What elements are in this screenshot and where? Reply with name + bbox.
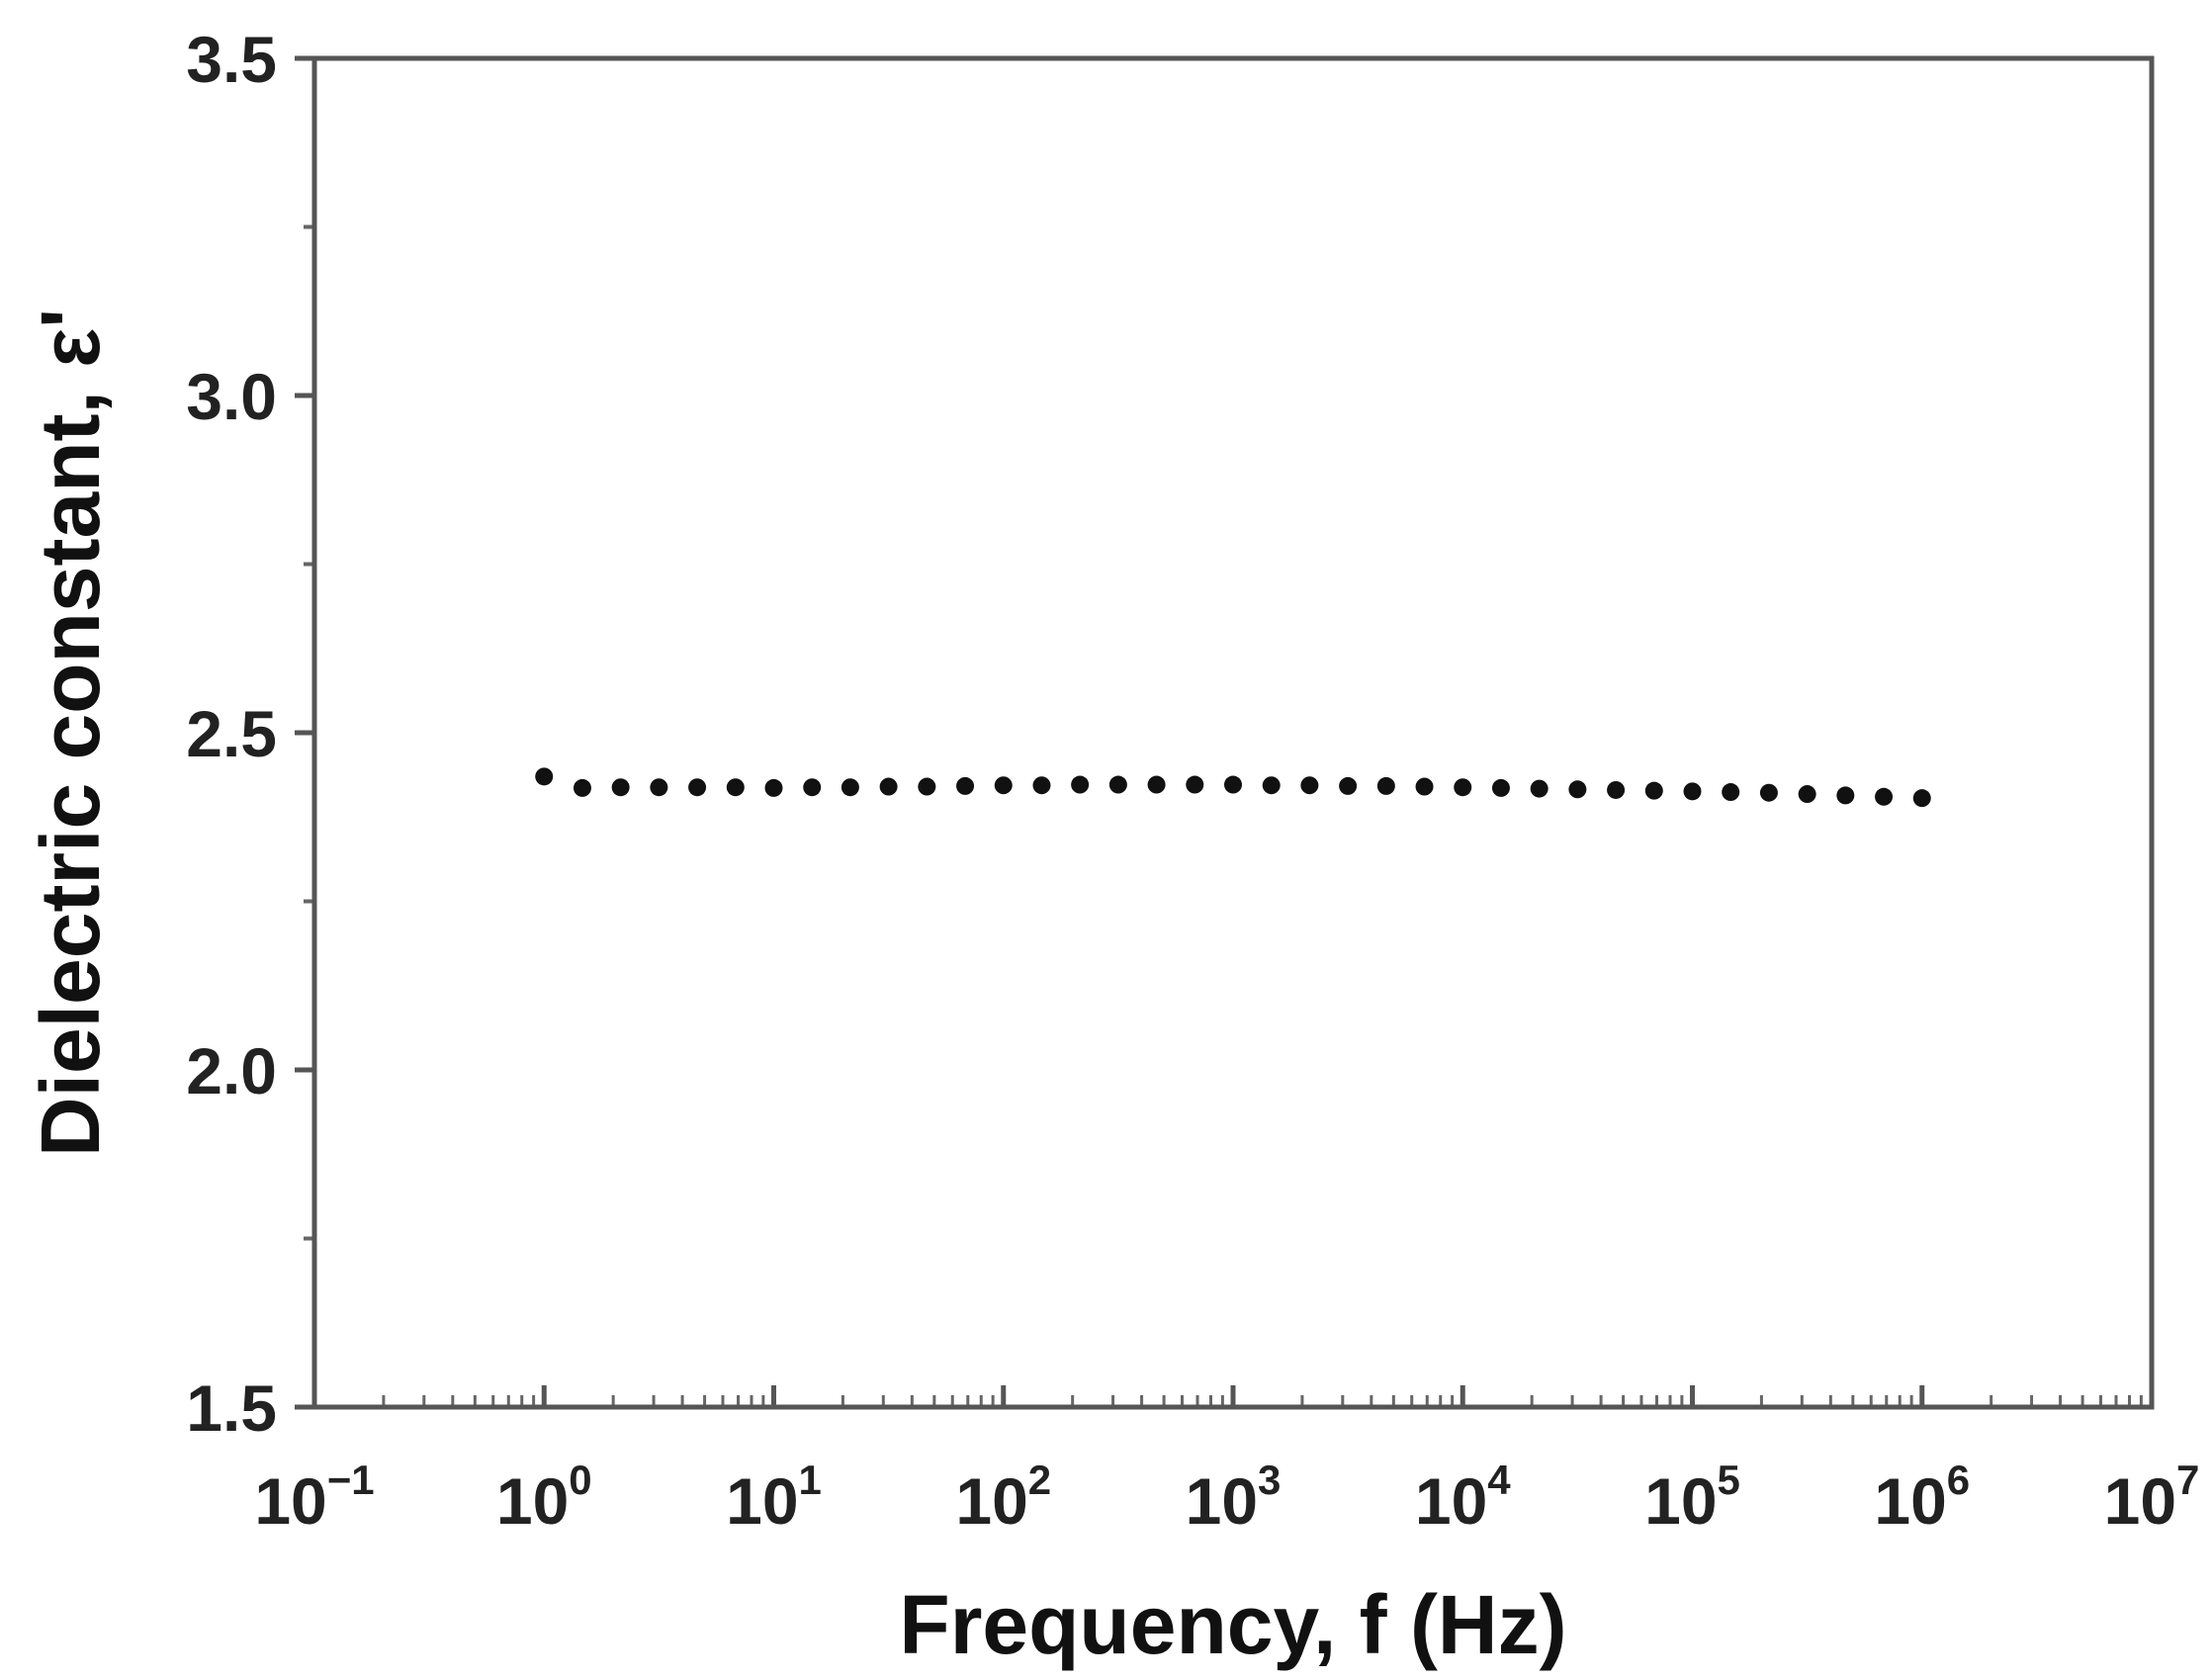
x-axis-title: Frequency, f (Hz) — [899, 1578, 1566, 1671]
data-point — [918, 777, 936, 796]
data-point — [1722, 783, 1740, 802]
plot-frame — [311, 55, 2155, 1410]
data-point — [1376, 776, 1395, 795]
x-tick-label: 10−1 — [254, 1457, 374, 1538]
x-tick-label: 105 — [1644, 1457, 1740, 1538]
data-point — [1339, 776, 1358, 795]
data-point — [1186, 775, 1204, 794]
data-point — [1568, 780, 1587, 799]
data-point — [1607, 780, 1626, 799]
data-point — [1108, 775, 1127, 794]
data-point — [1300, 776, 1319, 795]
x-tick-label: 106 — [1874, 1457, 1970, 1538]
data-point — [573, 778, 591, 797]
data-point — [803, 778, 822, 797]
x-tick-label: 101 — [726, 1457, 822, 1538]
y-tick-label: 3.5 — [186, 23, 277, 96]
data-point — [764, 778, 783, 797]
data-point — [535, 767, 554, 786]
data-point — [1683, 782, 1702, 801]
data-point — [611, 778, 630, 797]
y-axis-tick-labels: 1.5 2.0 2.5 3.0 3.5 — [186, 23, 277, 1445]
data-point — [650, 778, 668, 797]
data-point — [1836, 786, 1855, 805]
data-point — [1530, 779, 1548, 798]
x-tick-label: 103 — [1186, 1457, 1282, 1538]
data-point — [1912, 789, 1931, 808]
x-axis-tick-labels: 10−1 100 101 102 103 104 105 106 107 — [254, 1457, 2199, 1538]
y-tick-label: 3.0 — [186, 360, 277, 433]
data-point — [1798, 785, 1816, 804]
x-axis-ticks — [311, 1385, 2155, 1407]
x-tick-label: 102 — [955, 1457, 1051, 1538]
data-point — [726, 778, 745, 797]
data-point — [1759, 783, 1778, 802]
data-point — [688, 778, 707, 797]
data-point — [956, 776, 975, 795]
data-point — [1491, 778, 1510, 797]
data-point — [1644, 781, 1663, 800]
data-point — [1262, 776, 1281, 795]
data-point — [841, 778, 859, 797]
y-tick-label: 1.5 — [186, 1371, 277, 1445]
data-points — [535, 767, 1931, 808]
data-point — [1032, 776, 1051, 795]
data-point — [1875, 787, 1894, 806]
y-axis-title: Dielectric constant, ε' — [24, 309, 117, 1157]
data-point — [1071, 775, 1090, 794]
data-point — [1224, 775, 1242, 794]
x-tick-label: 107 — [2104, 1457, 2200, 1538]
y-tick-label: 2.5 — [186, 697, 277, 770]
data-point — [879, 777, 898, 796]
x-tick-label: 100 — [496, 1457, 592, 1538]
data-point — [1147, 775, 1166, 794]
y-tick-label: 2.0 — [186, 1034, 277, 1107]
x-tick-label: 104 — [1415, 1457, 1511, 1538]
data-point — [1415, 777, 1434, 796]
data-point — [994, 776, 1013, 795]
data-point — [1454, 778, 1472, 797]
y-axis-ticks — [295, 55, 314, 1410]
